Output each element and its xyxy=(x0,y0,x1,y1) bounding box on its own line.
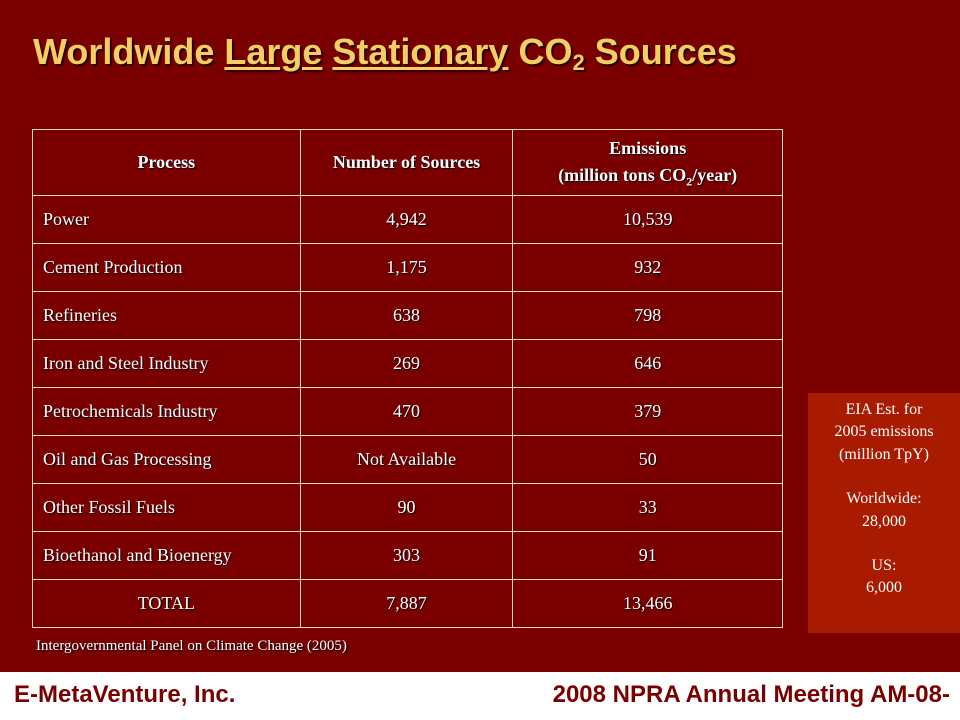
table-row: Bioethanol and Bioenergy 303 91 xyxy=(32,531,783,580)
title-sources: Sources xyxy=(584,31,737,72)
table-row: Refineries 638 798 xyxy=(32,291,783,340)
table-row: Iron and Steel Industry 269 646 xyxy=(32,339,783,388)
cell-emissions: 646 xyxy=(512,339,783,388)
cell-number: 1,175 xyxy=(299,243,514,292)
title-space xyxy=(322,31,332,72)
cell-number: 90 xyxy=(299,483,514,532)
title-text: Worldwide xyxy=(33,31,225,72)
cell-process: Power xyxy=(32,195,301,244)
table-header-row: Process Number of Sources Emissions (mill… xyxy=(32,129,783,196)
header-emissions-unit-end: /year) xyxy=(692,164,738,185)
title-stationary-word: Stationary xyxy=(332,31,509,72)
cell-number: 470 xyxy=(299,387,514,436)
header-emissions-sub: 2 xyxy=(686,174,693,189)
header-emissions: Emissions (million tons CO2/year) xyxy=(512,129,783,196)
eia-worldwide-value: 28,000 xyxy=(862,512,906,530)
table-row: Power 4,942 10,539 xyxy=(32,195,783,244)
table-row: Petrochemicals Industry 470 379 xyxy=(32,387,783,436)
table-row: Oil and Gas Processing Not Available 50 xyxy=(32,435,783,484)
cell-process: Other Fossil Fuels xyxy=(32,483,301,532)
cell-emissions: 10,539 xyxy=(512,195,783,244)
emissions-table: Process Number of Sources Emissions (mill… xyxy=(32,129,783,628)
slide-title: Worldwide Large Stationary CO2 Sources xyxy=(33,34,737,74)
eia-us-value: 6,000 xyxy=(866,579,902,597)
header-emissions-line1: Emissions xyxy=(609,137,687,158)
cell-process: Oil and Gas Processing xyxy=(32,435,301,484)
footer-meeting: 2008 NPRA Annual Meeting AM-08- xyxy=(552,681,950,708)
eia-estimate-box: EIA Est. for 2005 emissions (million TpY… xyxy=(808,393,960,633)
cell-emissions: 798 xyxy=(512,291,783,340)
cell-emissions: 379 xyxy=(512,387,783,436)
table-total-row: TOTAL 7,887 13,466 xyxy=(32,579,783,628)
header-emissions-unit: (million tons CO xyxy=(558,164,687,185)
eia-line2: 2005 emissions xyxy=(834,423,934,441)
cell-number: 4,942 xyxy=(299,195,514,244)
cell-number: Not Available xyxy=(299,435,514,484)
header-number-of-sources: Number of Sources xyxy=(299,129,514,196)
cell-process: Refineries xyxy=(32,291,301,340)
eia-line3: (million TpY) xyxy=(839,445,929,463)
cell-number: 638 xyxy=(299,291,514,340)
cell-total-number: 7,887 xyxy=(299,579,514,628)
cell-process: Bioethanol and Bioenergy xyxy=(32,531,301,580)
cell-emissions: 932 xyxy=(512,243,783,292)
cell-total-label: TOTAL xyxy=(32,579,301,628)
cell-total-emissions: 13,466 xyxy=(512,579,783,628)
source-citation: Intergovernmental Panel on Climate Chang… xyxy=(36,638,347,654)
cell-emissions: 91 xyxy=(512,531,783,580)
cell-process: Petrochemicals Industry xyxy=(32,387,301,436)
cell-process: Cement Production xyxy=(32,243,301,292)
cell-process: Iron and Steel Industry xyxy=(32,339,301,388)
footer-company: E-MetaVenture, Inc. xyxy=(14,681,236,708)
cell-emissions: 50 xyxy=(512,435,783,484)
cell-emissions: 33 xyxy=(512,483,783,532)
header-emissions-line2: (million tons CO2/year) xyxy=(519,162,776,191)
cell-number: 269 xyxy=(299,339,514,388)
slide-background: Worldwide Large Stationary CO2 Sources P… xyxy=(0,0,960,672)
header-process: Process xyxy=(32,129,301,196)
eia-worldwide-label: Worldwide: xyxy=(846,490,922,508)
table-row: Cement Production 1,175 932 xyxy=(32,243,783,292)
title-large-word: Large xyxy=(224,31,323,72)
table-row: Other Fossil Fuels 90 33 xyxy=(32,483,783,532)
title-co: CO xyxy=(508,31,573,72)
eia-line1: EIA Est. for xyxy=(845,401,923,418)
eia-us-label: US: xyxy=(871,556,897,574)
title-subscript: 2 xyxy=(572,50,585,75)
cell-number: 303 xyxy=(299,531,514,580)
